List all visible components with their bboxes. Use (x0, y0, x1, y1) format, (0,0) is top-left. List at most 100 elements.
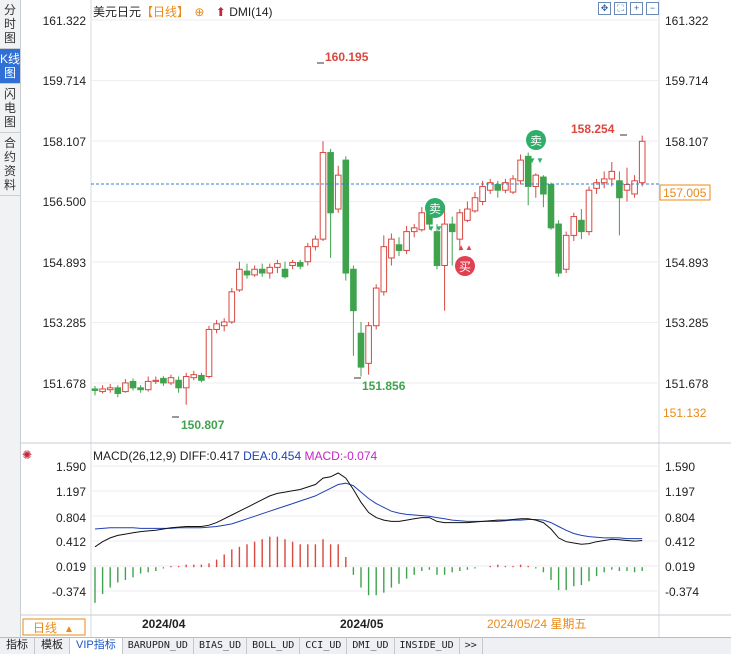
fit-icon[interactable]: ⛶ (614, 2, 627, 15)
candle-up (638, 140, 646, 184)
candle-down (357, 332, 365, 368)
candle-up (517, 159, 524, 182)
price-tick-right: 158.107 (665, 135, 709, 149)
candle-down (616, 180, 623, 199)
buy-signal-1[interactable]: ▲▲ 买 (455, 243, 475, 276)
macd-tick-right: 0.804 (665, 511, 695, 525)
candle-up (471, 197, 479, 212)
candle-up (464, 208, 471, 221)
tab-dmi[interactable]: DMI_UD (347, 638, 395, 654)
tab-inside[interactable]: INSIDE_UD (395, 638, 460, 654)
low-marker-1: 150.807 (172, 416, 225, 432)
sidebar-tab-flash[interactable]: 闪电图 (0, 84, 20, 133)
macd-tick-left: 1.590 (56, 460, 86, 474)
high-marker-2: 158.254 (571, 122, 627, 136)
symbol-name: 美元日元 (93, 5, 142, 19)
price-tick-right: 161.322 (665, 14, 709, 28)
caret-up-icon[interactable]: ▲ (64, 624, 74, 635)
candle-down (114, 387, 122, 394)
candle-up (593, 182, 600, 189)
candle-up (274, 263, 281, 268)
low-marker-label: 151.132 (663, 406, 707, 420)
candle-down (175, 379, 182, 389)
sidebar-tab-kline[interactable]: K线图 (0, 49, 20, 84)
tab-indicator[interactable]: 指标 (0, 638, 35, 654)
candle-up (251, 268, 258, 276)
macd-tick-right: 0.019 (665, 560, 695, 574)
candle-up (205, 328, 213, 378)
price-tick-left: 158.107 (43, 135, 87, 149)
candle-down (129, 380, 137, 389)
kline-chart[interactable]: 157.005 151.132 161.322 159.714 158.107 … (21, 0, 731, 637)
candle-down (198, 374, 205, 381)
macd-title[interactable]: MACD(26,12,9) (93, 449, 177, 463)
tab-bias[interactable]: BIAS_UD (194, 638, 248, 654)
candle-down (91, 388, 99, 391)
period-button-frame[interactable] (22, 618, 86, 636)
candle-up (388, 238, 395, 259)
candle-up (266, 266, 274, 274)
candles (91, 135, 646, 405)
up-arrows-icon: ▲▲ (457, 243, 473, 252)
candle-up (479, 185, 486, 202)
period-label[interactable]: 【日线】 (141, 5, 190, 19)
add-indicator-icon[interactable]: ⊕ (194, 5, 205, 19)
candle-up (631, 180, 638, 195)
candle-up (380, 246, 388, 293)
tab-barupdn[interactable]: BARUPDN_UD (123, 638, 194, 654)
price-tick-left: 161.322 (43, 14, 87, 28)
candle-up (182, 376, 190, 389)
buy-signal-label: 买 (459, 260, 471, 274)
candle-up (403, 231, 410, 251)
price-tick-right: 159.714 (665, 74, 709, 88)
price-tick-left: 156.500 (43, 195, 87, 209)
candle-up (167, 377, 175, 384)
candle-up (236, 268, 243, 291)
macd-tick-right: -0.374 (665, 585, 699, 599)
price-tick-left: 159.714 (43, 74, 87, 88)
zoom-out-icon[interactable]: − (646, 2, 659, 15)
indicator-tab-bar: 指标 模板 VIP指标 BARUPDN_UD BIAS_UD BOLL_UD C… (0, 637, 731, 654)
sell-signal-2[interactable]: 卖 ▼▼ (425, 198, 445, 233)
candle-up (312, 238, 319, 248)
down-arrows-icon: ▼▼ (528, 156, 544, 165)
sell-signal-1[interactable]: 卖 ▼▼ (526, 130, 546, 165)
tab-more[interactable]: >> (460, 638, 483, 654)
candle-down (327, 152, 334, 214)
price-tick-left: 151.678 (43, 377, 87, 391)
candle-up (509, 178, 517, 193)
current-price-label: 157.005 (663, 186, 707, 200)
price-tick-right: 151.678 (665, 377, 709, 391)
candle-up (410, 227, 418, 233)
cursor-date-label: 2024/05/24 星期五 (487, 617, 586, 631)
candle-up (144, 380, 152, 391)
macd-settings-icon[interactable]: ✺ (22, 448, 33, 462)
candle-up (372, 287, 380, 327)
sidebar-tab-contract-info[interactable]: 合约资料 (0, 133, 20, 196)
sidebar-tab-timeshare[interactable]: 分时图 (0, 0, 20, 49)
candle-up (220, 321, 228, 327)
current-price-box (659, 184, 711, 201)
candle-down (258, 268, 266, 274)
candle-down (160, 377, 167, 384)
indicator-name[interactable]: DMI(14) (229, 5, 273, 19)
chart-header: 美元日元【日线】 ⊕ ⬆ DMI(14) (93, 3, 273, 20)
tab-boll[interactable]: BOLL_UD (247, 638, 301, 654)
move-icon[interactable]: ✥ (598, 2, 611, 15)
macd-tick-left: 0.412 (56, 535, 86, 549)
zoom-in-icon[interactable]: + (630, 2, 643, 15)
tab-template[interactable]: 模板 (35, 638, 70, 654)
candle-up (562, 234, 570, 270)
tab-cci[interactable]: CCI_UD (300, 638, 348, 654)
candle-down (555, 223, 562, 274)
time-label: 2024/04 (142, 617, 186, 631)
indicator-flag-icon: ⬆ (215, 5, 226, 19)
macd-tick-left: 0.804 (56, 511, 86, 525)
period-button[interactable]: 日线 (33, 621, 57, 635)
candle-up (122, 382, 129, 393)
candle-up (585, 189, 593, 233)
tab-vip-indicator[interactable]: VIP指标 (70, 638, 123, 654)
candle-up (456, 212, 464, 240)
candle-down (296, 261, 304, 267)
macd-tick-right: 1.590 (665, 460, 695, 474)
